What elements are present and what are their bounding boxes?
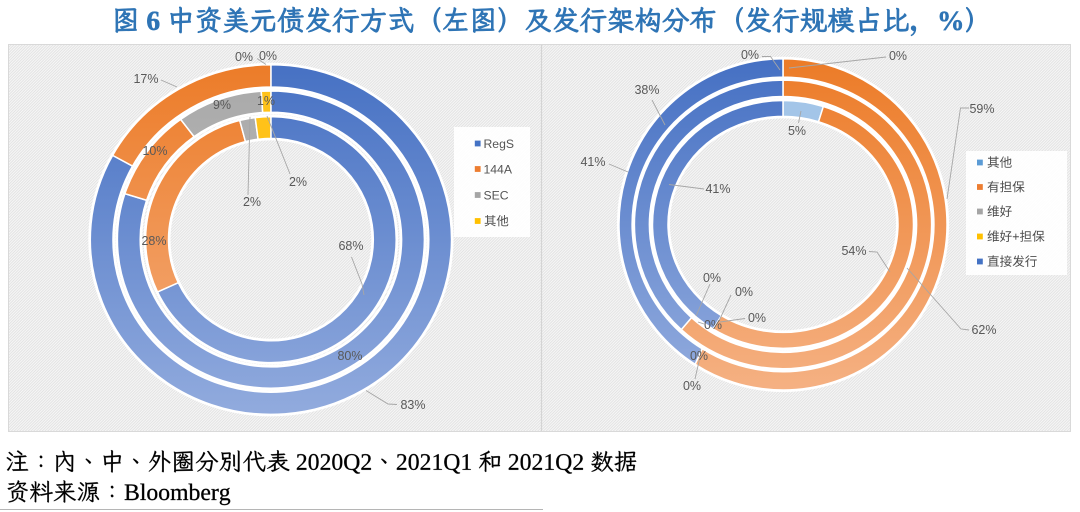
- svg-text:0%: 0%: [235, 50, 253, 64]
- svg-text:10%: 10%: [142, 144, 167, 158]
- svg-text:2%: 2%: [289, 175, 307, 189]
- svg-text:62%: 62%: [971, 323, 996, 337]
- svg-text:59%: 59%: [969, 102, 994, 116]
- svg-text:0%: 0%: [704, 318, 722, 332]
- svg-text:68%: 68%: [338, 239, 363, 253]
- svg-text:9%: 9%: [213, 98, 231, 112]
- svg-text:83%: 83%: [400, 398, 425, 412]
- svg-text:28%: 28%: [141, 234, 166, 248]
- svg-text:RegS: RegS: [484, 137, 515, 151]
- svg-text:17%: 17%: [133, 72, 158, 86]
- svg-text:0%: 0%: [703, 271, 721, 285]
- svg-text:5%: 5%: [788, 124, 806, 138]
- svg-text:41%: 41%: [705, 182, 730, 196]
- svg-text:1%: 1%: [257, 94, 275, 108]
- svg-text:0%: 0%: [741, 48, 759, 62]
- svg-text:0%: 0%: [735, 285, 753, 299]
- svg-text:0%: 0%: [690, 349, 708, 363]
- svg-text:54%: 54%: [841, 244, 866, 258]
- svg-text:0%: 0%: [889, 49, 907, 63]
- svg-text:2%: 2%: [243, 195, 261, 209]
- svg-text:80%: 80%: [337, 349, 362, 363]
- svg-text:SEC: SEC: [484, 188, 509, 202]
- svg-text:38%: 38%: [634, 83, 659, 97]
- svg-text:144A: 144A: [484, 162, 513, 176]
- svg-text:41%: 41%: [580, 155, 605, 169]
- svg-text:0%: 0%: [259, 49, 277, 63]
- svg-text:0%: 0%: [683, 379, 701, 393]
- svg-text:0%: 0%: [748, 311, 766, 325]
